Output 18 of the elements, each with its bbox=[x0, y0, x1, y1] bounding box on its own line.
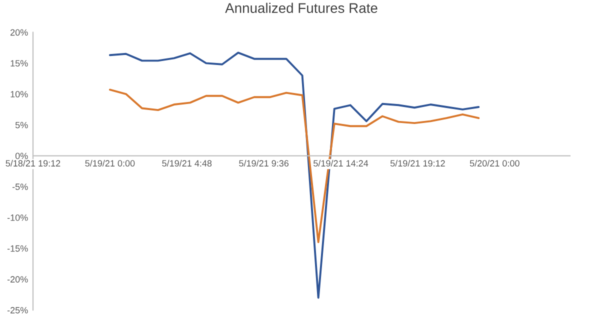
chart-title: Annualized Futures Rate bbox=[225, 2, 378, 13]
y-tick-label: -15% bbox=[7, 245, 28, 252]
y-tick-label: 0% bbox=[15, 152, 28, 160]
x-tick-label: 5/20/21 0:00 bbox=[470, 160, 520, 167]
y-tick-label: 20% bbox=[10, 29, 28, 36]
y-tick-label: 5% bbox=[15, 122, 28, 128]
y-tick-label: -10% bbox=[7, 214, 28, 221]
x-tick-label: 5/18/21 19:12 bbox=[6, 160, 60, 167]
y-tick-label: -20% bbox=[7, 276, 28, 283]
y-tick-label: 10% bbox=[10, 90, 28, 98]
x-tick-label: 5/19/21 14:24 bbox=[314, 160, 368, 167]
y-tick-label: 15% bbox=[10, 60, 28, 67]
y-tick-label: -5% bbox=[12, 184, 28, 190]
x-tick-label: 5/19/21 9:36 bbox=[239, 160, 289, 167]
x-tick-label: 5/19/21 0:00 bbox=[85, 160, 135, 167]
y-tick-label: -25% bbox=[7, 307, 28, 314]
x-tick-label: 5/19/21 4:48 bbox=[162, 160, 212, 167]
x-tick-label: 5/19/21 19:12 bbox=[390, 160, 445, 167]
